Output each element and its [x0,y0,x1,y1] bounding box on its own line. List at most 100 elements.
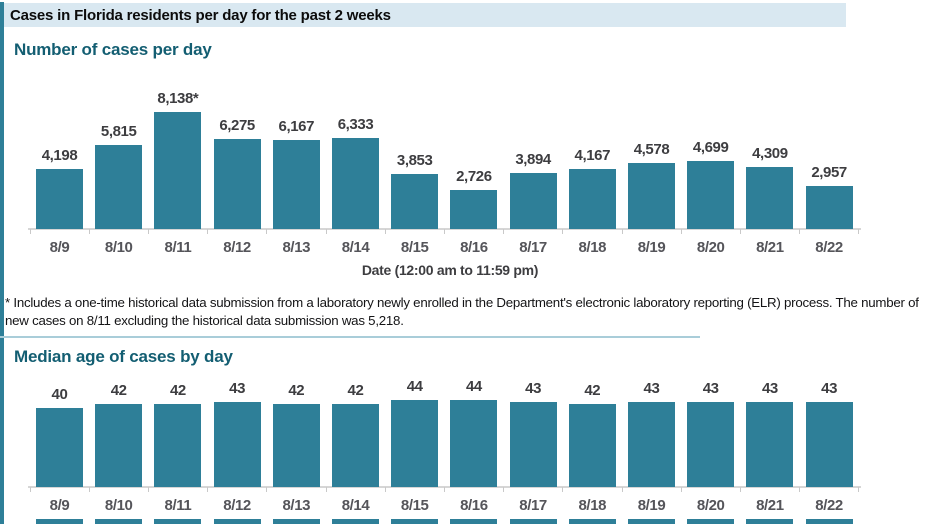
x-tick-label: 8/16 [460,239,488,256]
axis-tick [503,229,505,234]
bar-value-label: 6,167 [278,118,315,135]
header-bar: Cases in Florida residents per day for t… [4,3,846,27]
bar-value-label: 40 [51,386,68,403]
axis-tick [562,487,564,492]
x-axis-title: Date (12:00 am to 11:59 pm) [361,262,539,278]
bar-value-label: 43 [229,380,246,397]
bar-value-label: 42 [110,382,127,399]
bar-value-label: 2,957 [811,164,847,181]
bar-value-label: 4,167 [574,147,611,164]
bar-value-label: 2,726 [456,168,492,185]
x-tick-label: 8/13 [282,497,311,514]
axis-tick [207,487,209,492]
bar [568,404,616,487]
cutoff-bar [746,519,794,524]
cutoff-bar [213,519,261,524]
bar [36,169,83,229]
x-tick-label: 8/20 [696,497,725,514]
bar [391,400,439,487]
x-tick-label: 8/15 [400,239,429,256]
x-tick-label: 8/19 [637,497,666,514]
header-title: Cases in Florida residents per day for t… [10,6,391,24]
bar [95,145,143,229]
section-divider [0,336,700,338]
bar [95,404,143,487]
axis-tick [799,487,801,492]
axis-tick [799,229,801,234]
axis-tick [207,229,209,234]
axis-tick [443,487,445,492]
x-tick-label: 8/12 [223,239,251,256]
cutoff-bar [509,519,557,524]
x-tick-label: 8/19 [637,239,666,256]
axis-tick [680,229,682,234]
x-tick-label: 8/20 [696,239,725,256]
bar [805,402,853,487]
x-tick-label: 8/11 [164,239,192,256]
cutoff-bar [805,519,853,524]
bar [213,402,261,487]
bar [509,402,557,487]
x-tick-label: 8/18 [578,239,607,256]
bar [36,408,83,487]
axis-tick [384,229,386,234]
bar [450,190,498,229]
x-tick-label: 8/22 [815,497,843,514]
x-tick-label: 8/9 [49,239,70,256]
axis-tick [147,229,149,234]
x-tick-label: 8/9 [49,497,70,514]
axis-tick [88,487,90,492]
bar-value-label: 5,815 [100,123,137,140]
bar [272,140,320,229]
bar [154,112,202,229]
x-tick-label: 8/17 [519,497,547,514]
bar [805,186,853,229]
axis-tick [503,487,505,492]
x-tick-label: 8/12 [223,497,251,514]
left-accent-bar [0,2,4,524]
x-tick-label: 8/22 [815,239,843,256]
axis-tick [739,229,741,234]
bar [332,138,379,229]
bar [568,169,616,229]
axis-tick [621,487,623,492]
cutoff-bar [154,519,202,524]
cutoff-bar [272,519,320,524]
bar-value-label: 42 [169,382,186,399]
bar [628,402,675,487]
axis-tick [739,487,741,492]
x-tick-label: 8/11 [164,497,192,514]
bar [687,161,735,229]
axis-tick [562,229,564,234]
bar [687,402,735,487]
bar-value-label: 43 [525,380,542,397]
cutoff-bar [391,519,439,524]
axis-tick [621,229,623,234]
cutoff-bar [95,519,143,524]
bar-value-label: 4,309 [752,145,788,162]
x-tick-label: 8/13 [282,239,311,256]
bar-value-label: 44 [465,378,482,395]
x-tick-label: 8/15 [400,497,429,514]
bar-value-label: 42 [347,382,364,399]
cutoff-bar [628,519,675,524]
bar-value-label: 4,578 [633,141,670,158]
bar-value-label: 3,853 [396,152,433,169]
bar-value-label: 43 [761,380,778,397]
axis-tick [384,487,386,492]
bar-value-label: 44 [406,378,423,395]
bar-value-label: 4,699 [692,139,729,156]
axis-tick [266,487,268,492]
x-tick-label: 8/10 [104,497,133,514]
axis-tick [680,487,682,492]
bar-value-label: 6,275 [219,117,255,134]
bar-value-label: 3,894 [515,151,551,168]
bar [213,139,261,229]
bar-value-label: 8,138* [157,90,199,107]
x-tick-label: 8/21 [756,497,784,514]
x-tick-label: 8/21 [756,239,784,256]
axis-tick [325,487,327,492]
bar [450,400,498,487]
bar-value-label: 6,333 [337,116,374,133]
